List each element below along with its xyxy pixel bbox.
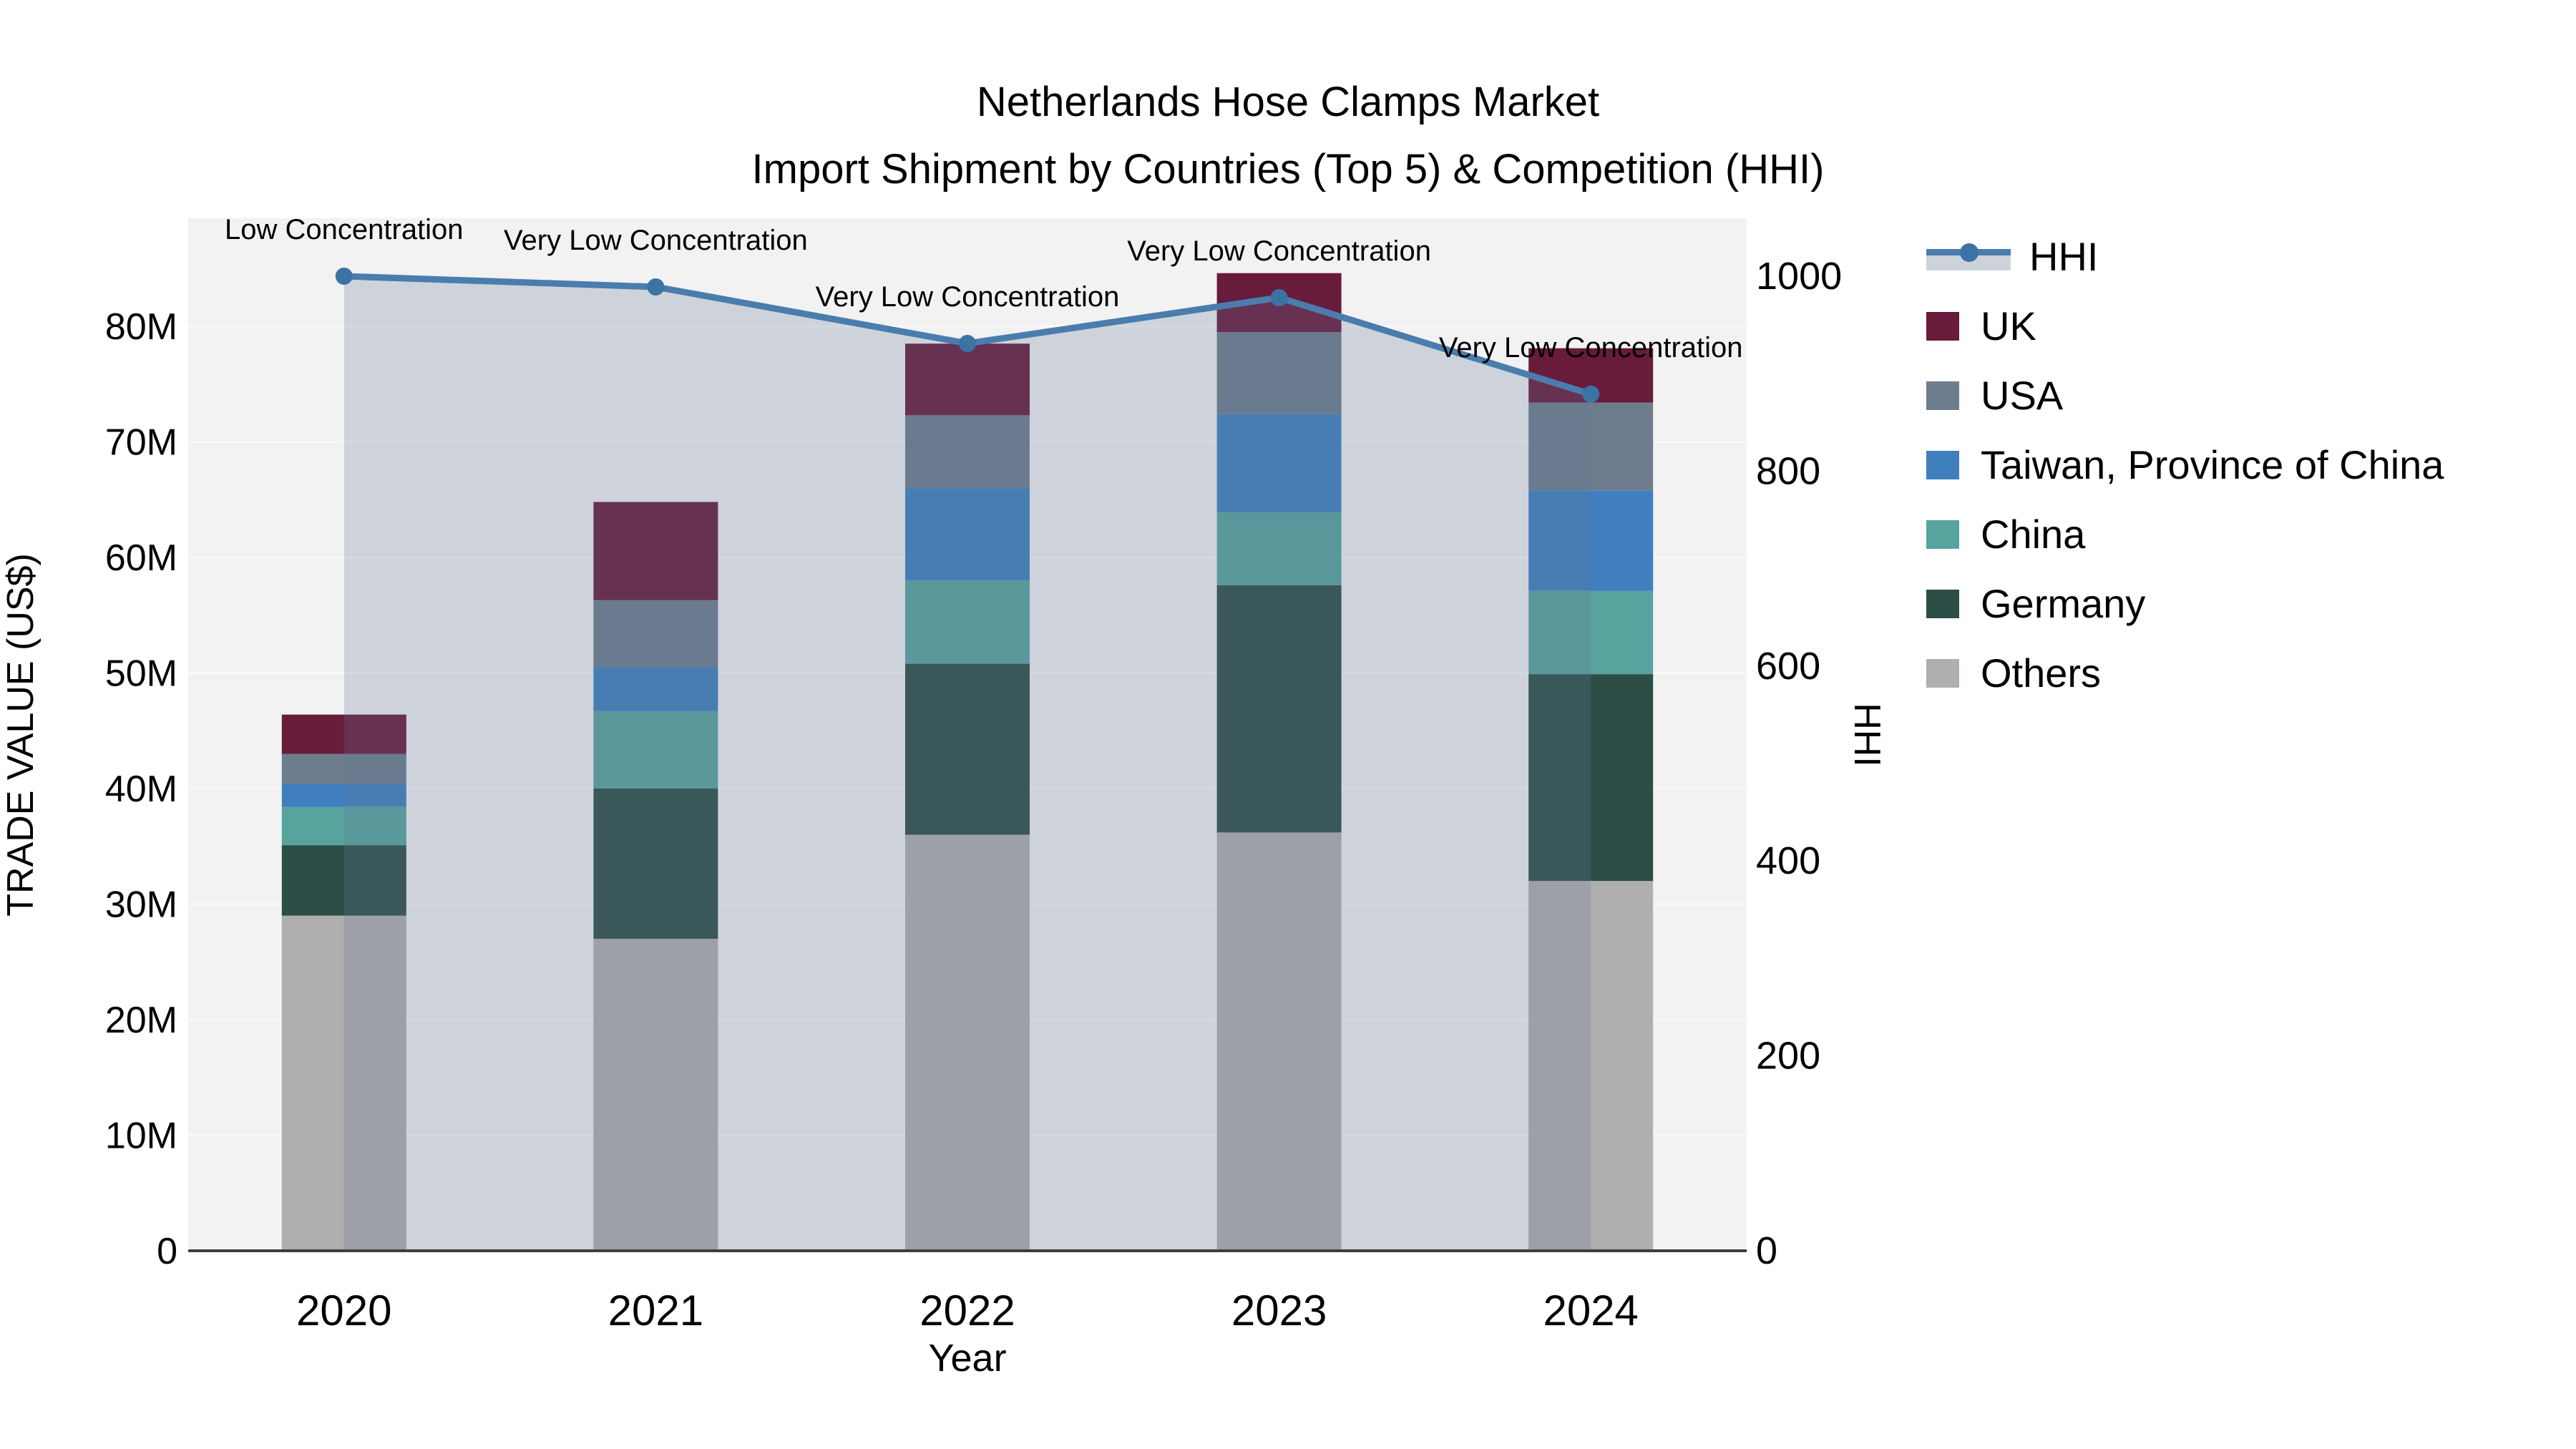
bar-segment-usa-2020[interactable]: [281, 753, 406, 784]
hhi-marker-2021[interactable]: [647, 278, 665, 296]
y-right-axis-title: HHI: [1846, 703, 1888, 767]
bar-segment-china-2021[interactable]: [593, 711, 718, 789]
y-left-tick-label: 80M: [105, 306, 177, 348]
bar-segment-usa-2022[interactable]: [905, 415, 1030, 489]
annotation-2024: Very Low Concentration: [1439, 332, 1743, 364]
chart-title: Netherlands Hose Clamps Market Import Sh…: [0, 69, 2576, 203]
y-left-tick-label: 20M: [105, 1000, 177, 1041]
bar-segment-germany-2023[interactable]: [1216, 585, 1342, 833]
legend-item-others[interactable]: Others: [1926, 638, 2444, 708]
legend-item-usa[interactable]: USA: [1926, 361, 2444, 430]
chart-title-line1: Netherlands Hose Clamps Market: [976, 79, 1600, 125]
x-axis-title: Year: [928, 1337, 1006, 1380]
bar-segment-china-2022[interactable]: [905, 580, 1030, 664]
legend-item-china[interactable]: China: [1926, 499, 2444, 569]
legend-item-germany[interactable]: Germany: [1926, 569, 2444, 638]
y-right-tick-label: 0: [1756, 1229, 1777, 1272]
bar-segment-taiwan-province-of-china-2023[interactable]: [1216, 414, 1342, 513]
bar-segment-uk-2020[interactable]: [281, 714, 406, 754]
hhi-marker-dot: [1960, 243, 1979, 262]
bar-segment-others-2024[interactable]: [1528, 881, 1654, 1251]
hhi-marker-2023[interactable]: [1270, 288, 1288, 306]
others-color-swatch: [1926, 658, 1959, 688]
legend-label: UK: [1981, 303, 2036, 348]
hhi-marker-2020[interactable]: [335, 268, 353, 285]
bar-segment-uk-2021[interactable]: [593, 502, 718, 600]
y-left-axis-title: TRADE VALUE (US$): [0, 553, 42, 917]
bar-segment-china-2020[interactable]: [281, 806, 406, 846]
y-right-tick-label: 800: [1756, 449, 1820, 492]
y-left-tick-label: 0: [157, 1231, 177, 1272]
y-right-tick-label: 200: [1756, 1035, 1820, 1078]
bar-segment-others-2021[interactable]: [593, 938, 718, 1251]
taiwan-color-swatch: [1926, 450, 1959, 479]
y-left-tick-label: 50M: [105, 653, 177, 695]
legend-label: HHI: [2029, 234, 2099, 279]
legend-label: Germany: [1981, 581, 2146, 626]
x-tick-label: 2021: [608, 1287, 703, 1335]
x-tick-label: 2023: [1231, 1287, 1327, 1335]
bar-segment-uk-2022[interactable]: [905, 343, 1030, 416]
bar-segment-taiwan-province-of-china-2024[interactable]: [1528, 490, 1654, 591]
bar-segment-germany-2020[interactable]: [281, 845, 406, 916]
china-color-swatch: [1926, 519, 1959, 549]
y-left-tick-label: 10M: [105, 1116, 177, 1157]
usa-color-swatch: [1926, 381, 1959, 410]
bar-segment-taiwan-province-of-china-2022[interactable]: [905, 488, 1030, 581]
legend-label: China: [1981, 512, 2086, 557]
y-right-tick-label: 600: [1756, 645, 1820, 688]
bar-segment-taiwan-province-of-china-2021[interactable]: [593, 667, 718, 711]
bar-segment-usa-2023[interactable]: [1216, 332, 1342, 414]
uk-color-swatch: [1926, 311, 1959, 341]
legend-item-taiwan[interactable]: Taiwan, Province of China: [1926, 430, 2444, 499]
bar-segment-usa-2021[interactable]: [593, 600, 718, 668]
legend-label: Taiwan, Province of China: [1981, 442, 2444, 487]
hhi-marker-2024[interactable]: [1582, 385, 1600, 403]
legend-label: Others: [1981, 650, 2102, 696]
y-left-tick-label: 70M: [105, 422, 177, 464]
annotation-2022: Very Low Concentration: [816, 281, 1120, 313]
bar-segment-others-2023[interactable]: [1216, 832, 1342, 1251]
bar-segment-china-2024[interactable]: [1528, 590, 1654, 675]
bar-segment-germany-2021[interactable]: [593, 789, 718, 939]
hhi-area-fill: [343, 276, 1591, 1251]
x-tick-label: 2024: [1543, 1287, 1638, 1335]
legend-item-hhi[interactable]: HHI: [1926, 222, 2444, 291]
y-left-tick-label: 60M: [105, 537, 177, 579]
hhi-marker-2022[interactable]: [959, 334, 976, 352]
bar-segment-usa-2024[interactable]: [1528, 402, 1654, 491]
y-left-tick-label: 30M: [105, 884, 177, 926]
bar-segment-others-2020[interactable]: [281, 915, 406, 1251]
y-right-tick-label: 1000: [1756, 255, 1842, 298]
germany-color-swatch: [1926, 589, 1959, 618]
chart-title-line2: Import Shipment by Countries (Top 5) & C…: [751, 146, 1825, 192]
legend-label: USA: [1981, 373, 2064, 418]
hhi-line-icon: [1926, 240, 2011, 273]
legend-item-uk[interactable]: UK: [1926, 291, 2444, 361]
x-tick-label: 2020: [296, 1287, 391, 1335]
annotation-2023: Very Low Concentration: [1127, 235, 1431, 267]
bar-segment-taiwan-province-of-china-2020[interactable]: [281, 784, 406, 807]
bar-segment-germany-2022[interactable]: [905, 663, 1030, 835]
y-right-tick-label: 400: [1756, 839, 1820, 882]
annotation-2021: Very Low Concentration: [504, 225, 808, 256]
bar-segment-china-2023[interactable]: [1216, 512, 1342, 585]
bar-segment-germany-2024[interactable]: [1528, 674, 1654, 882]
y-left-tick-label: 40M: [105, 769, 177, 810]
bar-segment-others-2022[interactable]: [905, 834, 1030, 1251]
x-tick-label: 2022: [919, 1287, 1015, 1335]
annotation-2020: Low Concentration: [225, 214, 464, 245]
legend: HHI UK USA Taiwan, Province of China Chi…: [1926, 222, 2444, 708]
